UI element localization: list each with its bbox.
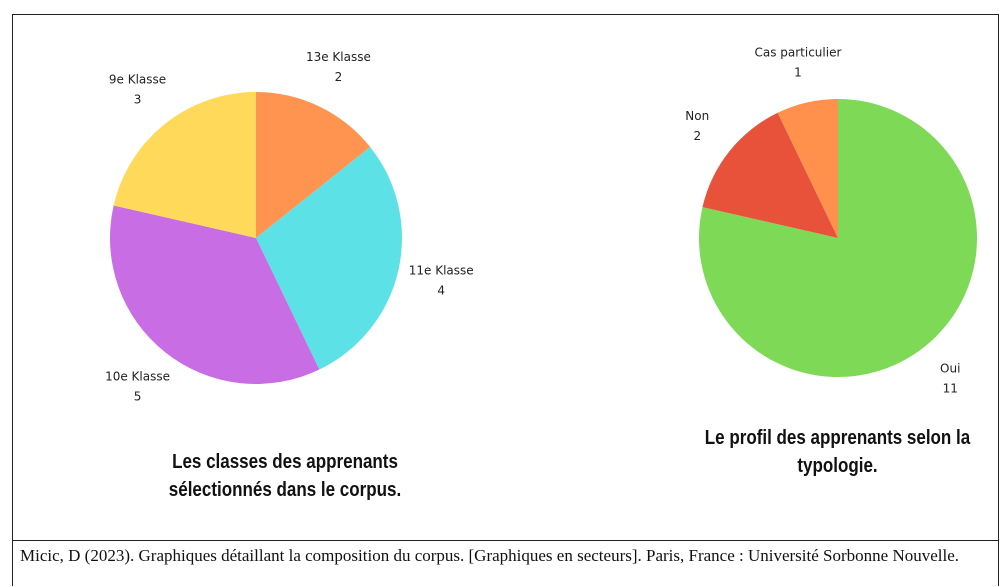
slice-label: 13e Klasse — [306, 50, 371, 64]
pie-slice — [699, 99, 978, 377]
slice-value: 4 — [437, 283, 445, 297]
separator — [12, 540, 999, 541]
pie-slice — [256, 146, 402, 370]
slice-label: Non — [685, 109, 709, 123]
chart-title: Les classes des apprenants sélectionnés … — [168, 451, 402, 501]
slice-label: Cas particulier — [754, 46, 841, 60]
frame — [12, 14, 999, 586]
pie-slice — [702, 112, 838, 238]
slice-value: 5 — [134, 390, 142, 404]
slice-value: 2 — [693, 129, 701, 143]
pie-slice — [256, 92, 371, 238]
slice-label: 11e Klasse — [409, 263, 474, 277]
slice-label: 9e Klasse — [109, 72, 166, 86]
slice-value: 1 — [794, 66, 802, 80]
pie-slice — [113, 92, 256, 238]
pie-slice — [777, 99, 838, 238]
slice-label: Oui — [940, 362, 960, 376]
caption: Micic, D (2023). Graphiques détaillant l… — [20, 546, 960, 565]
chart-title: Le profil des apprenants selon la typolo… — [704, 427, 971, 477]
pie-slice — [110, 205, 320, 384]
slice-value: 2 — [335, 70, 343, 84]
slice-value: 11 — [943, 382, 958, 396]
charts: 13e Klasse 2 11e Klasse 4 10e Klasse 5 9e Klas… — [105, 46, 978, 404]
slice-label: 10e Klasse — [105, 370, 170, 384]
slice-value: 3 — [134, 92, 142, 106]
